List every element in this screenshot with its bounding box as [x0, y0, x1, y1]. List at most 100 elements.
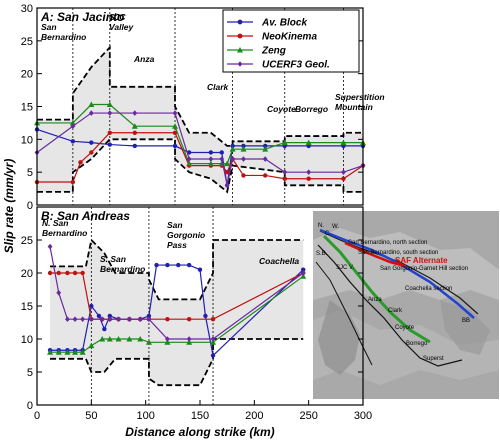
data-point-ucerf3-geol — [146, 316, 152, 322]
legend-marker-av-block — [237, 19, 243, 25]
data-point-zeng — [281, 139, 288, 146]
data-point-neokinema — [78, 160, 83, 165]
map-label-anza: Anza — [368, 297, 382, 303]
x-tick-label: 50 — [85, 410, 97, 422]
data-point-ucerf3-geol — [80, 316, 86, 322]
y-tick-label: 15 — [21, 102, 33, 114]
data-point-ucerf3-geol — [116, 316, 121, 322]
data-point-ucerf3-geol — [230, 156, 235, 162]
data-point-neokinema — [107, 130, 113, 135]
panel-b-x-ticks: 0 50 100 150 200 250 300 — [34, 400, 372, 422]
data-point-zeng — [88, 342, 95, 349]
panel-a-y-ticks: 0 5 10 15 20 25 30 — [21, 3, 363, 212]
data-point-zeng — [106, 336, 113, 342]
data-point-ucerf3-geol — [165, 336, 170, 342]
data-point-zeng — [172, 123, 179, 129]
map-fault-label-3: San Gorgonio-Garnet Hill section — [380, 266, 468, 272]
data-point-neokinema — [341, 176, 346, 181]
data-point-ucerf3-geol — [186, 336, 192, 342]
data-point-av-block — [263, 143, 268, 149]
envelope-fill — [37, 47, 363, 192]
series-line-zeng — [50, 275, 304, 353]
data-point-ucerf3-geol — [88, 316, 94, 322]
data-point-av-block — [165, 262, 170, 268]
region-label: San Bernardino — [41, 22, 86, 42]
region-label: S. San Bernardino — [100, 254, 145, 274]
data-point-zeng — [64, 349, 71, 355]
map-label-borrego: Borrego — [406, 341, 428, 347]
x-tick-label: 250 — [299, 410, 317, 422]
data-point-av-block — [154, 262, 159, 268]
map-label-c: C. — [325, 231, 331, 237]
legend-marker-zeng — [237, 47, 243, 53]
map-fault-label-1: San Bernardino, north section — [348, 240, 427, 246]
region-label: Borrego — [295, 104, 328, 114]
data-point-zeng — [262, 146, 269, 152]
data-point-ucerf3-geol — [70, 123, 76, 129]
data-point-av-block — [172, 143, 178, 149]
y-axis-label: Slip rate (mm/yr) — [2, 159, 16, 254]
data-point-av-block — [107, 142, 113, 147]
data-point-neokinema — [263, 173, 268, 178]
envelope-lower — [37, 138, 363, 194]
data-point-ucerf3-geol — [306, 169, 312, 175]
data-point-ucerf3-geol — [65, 316, 70, 322]
x-tick-label: 150 — [191, 410, 209, 422]
x-tick-label: 100 — [136, 410, 154, 422]
data-point-neokinema — [165, 317, 170, 322]
data-point-av-block — [210, 353, 216, 358]
data-point-zeng — [240, 146, 247, 152]
data-point-ucerf3-geol — [262, 156, 268, 162]
panel-b-title: B: San Andreas — [41, 209, 130, 223]
data-point-ucerf3-geol — [137, 316, 143, 322]
data-point-ucerf3-geol — [300, 270, 306, 276]
map-label-bb: BB — [462, 318, 470, 324]
data-point-ucerf3-geol — [241, 156, 246, 162]
data-point-zeng — [131, 123, 138, 129]
data-point-av-block — [102, 326, 107, 332]
data-point-neokinema — [89, 150, 94, 155]
data-point-av-block — [203, 313, 208, 319]
data-point-zeng — [126, 336, 133, 342]
data-point-ucerf3-geol — [107, 316, 113, 322]
x-axis-label: Distance along strike (km) — [125, 425, 274, 439]
data-point-ucerf3-geol — [224, 182, 230, 189]
map-fault-label-2: San Bernardino, south section — [358, 250, 438, 256]
data-point-av-block — [219, 150, 224, 155]
region-label: Coyote — [267, 104, 296, 114]
data-point-zeng — [210, 339, 217, 345]
series-line-neokinema — [37, 132, 364, 183]
region-label: Clark — [207, 82, 230, 92]
data-point-ucerf3-geol — [47, 243, 53, 250]
data-point-zeng — [69, 119, 76, 126]
map-fault-label-4: Coachella section — [405, 286, 452, 292]
data-point-av-block — [89, 140, 94, 145]
data-point-zeng — [207, 160, 214, 167]
data-point-zeng — [72, 349, 79, 355]
panel-a-envelope — [37, 45, 363, 194]
data-point-av-block — [186, 262, 192, 268]
data-point-zeng — [137, 336, 144, 342]
data-point-av-block — [230, 143, 235, 149]
data-point-neokinema — [80, 270, 85, 276]
x-tick-label: 300 — [354, 410, 372, 422]
y-tick-label: 20 — [21, 268, 33, 280]
data-point-av-block — [96, 313, 102, 319]
data-point-neokinema — [210, 317, 216, 322]
y-tick-label: 5 — [27, 367, 33, 379]
data-point-ucerf3-geol — [72, 316, 78, 322]
panel-a-region-labels: San Bernardino SJC Valley Anza Clark Coyote Bor… — [41, 12, 385, 114]
y-tick-label: 25 — [21, 235, 33, 247]
y-tick-label: 10 — [21, 134, 33, 146]
data-point-av-block — [208, 150, 214, 155]
y-tick-label: 25 — [21, 36, 33, 48]
data-point-zeng — [55, 349, 62, 355]
data-point-neokinema — [172, 130, 178, 135]
data-point-av-block — [132, 143, 137, 149]
data-point-zeng — [186, 339, 193, 345]
legend-entry-neokinema: NeoKinema — [262, 32, 317, 43]
y-tick-label: 5 — [27, 167, 33, 179]
data-point-neokinema — [132, 130, 137, 135]
data-point-ucerf3-geol — [107, 110, 113, 116]
